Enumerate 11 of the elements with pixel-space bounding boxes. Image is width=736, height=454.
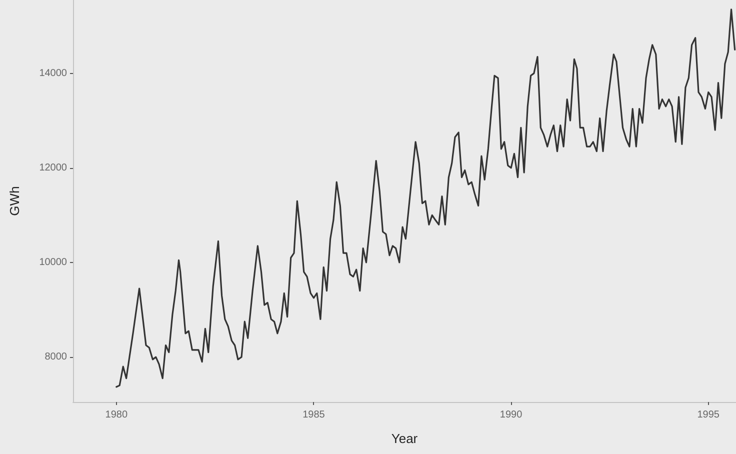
x-axis-title: Year bbox=[391, 431, 418, 446]
y-tick-label: 10000 bbox=[39, 256, 68, 268]
x-tick-label: 1990 bbox=[500, 410, 523, 420]
line-series bbox=[116, 8, 736, 388]
x-tick-label: 1985 bbox=[302, 410, 326, 420]
y-tick-label: 8000 bbox=[44, 352, 68, 363]
y-tick-label: 14000 bbox=[39, 68, 68, 79]
y-axis-title: GWh bbox=[7, 186, 22, 216]
x-tick-label: 1995 bbox=[697, 410, 720, 420]
y-tick-label: 12000 bbox=[39, 162, 68, 174]
x-tick-label: 1980 bbox=[105, 410, 128, 420]
